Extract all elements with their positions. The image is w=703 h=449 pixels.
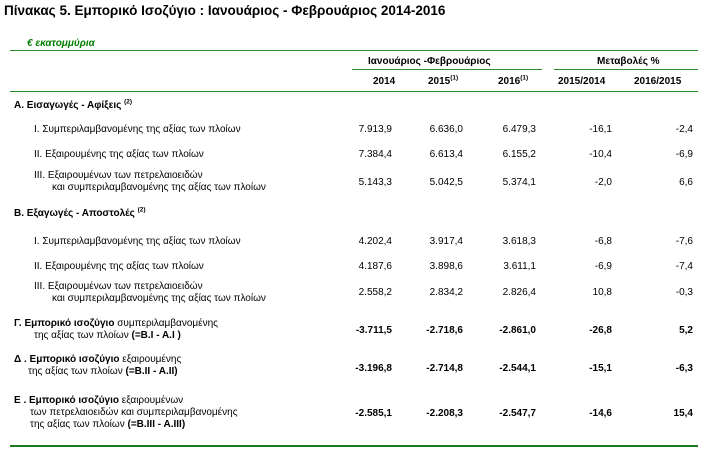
row-g-2016: -2.861,0 bbox=[499, 325, 536, 336]
row-e-change1: -14,6 bbox=[589, 408, 612, 419]
row-a1-2016: 6.479,3 bbox=[502, 124, 536, 135]
row-a3-2015: 5.042,5 bbox=[429, 177, 463, 188]
header-period-group: Ιανουάριος -Φεβρουάριος bbox=[368, 56, 491, 67]
row-b2-2014: 4.187,6 bbox=[358, 261, 392, 272]
row-a1-change2: -2,4 bbox=[675, 124, 693, 135]
header-col-2014: 2014 bbox=[373, 76, 396, 87]
row-b2-2015: 3.898,6 bbox=[429, 261, 463, 272]
row-d-2016: -2.544,1 bbox=[499, 363, 536, 374]
row-b1-2016: 3.618,3 bbox=[502, 236, 536, 247]
row-b3-2015: 2.834,2 bbox=[429, 287, 463, 298]
header-period-underline bbox=[352, 69, 542, 70]
row-a3-change2: 6,6 bbox=[679, 177, 693, 188]
row-b2-2016: 3.611,1 bbox=[503, 261, 536, 272]
row-b3-label: ΙΙΙ. Εξαιρουμένων των πετρελαιοειδών και… bbox=[34, 281, 266, 304]
row-g-change2: 5,2 bbox=[679, 325, 693, 336]
header-changes-underline bbox=[554, 69, 698, 70]
row-g-2015: -2.718,6 bbox=[426, 325, 463, 336]
row-a1-label: Ι. Συμπεριλαμβανομένης της αξίας των πλο… bbox=[34, 124, 241, 135]
header-col-2016: 2016(1) bbox=[498, 74, 529, 87]
row-e-label: Ε . Εμπορικό ισοζύγιο εξαιρουμένων των π… bbox=[14, 395, 238, 430]
row-d-change2: -6,3 bbox=[675, 363, 693, 374]
row-g-label: Γ. Εμπορικό ισοζύγιο συμπεριλαμβανομένης… bbox=[14, 318, 218, 341]
row-e-2016: -2.547,7 bbox=[499, 408, 536, 419]
unit-label: € εκατομμύρια bbox=[27, 38, 95, 49]
row-g-2014: -3.711,5 bbox=[355, 325, 392, 336]
row-d-change1: -15,1 bbox=[589, 363, 612, 374]
row-a2-2015: 6.613,4 bbox=[429, 149, 463, 160]
row-a3-change1: -2,0 bbox=[594, 177, 612, 188]
header-changes-group: Μεταβολές % bbox=[597, 56, 660, 67]
row-b1-change1: -6,8 bbox=[594, 236, 612, 247]
row-a2-2016: 6.155,2 bbox=[502, 149, 536, 160]
row-e-2014: -2.585,1 bbox=[355, 408, 392, 419]
row-a1-2014: 7.913,9 bbox=[358, 124, 392, 135]
row-b2-label: ΙΙ. Εξαιρουμένης της αξίας των πλοίων bbox=[34, 261, 204, 272]
row-d-label: Δ . Εμπορικό ισοζύγιο εξαιρουμένης της α… bbox=[14, 354, 182, 377]
row-a2-2014: 7.384,4 bbox=[358, 149, 392, 160]
row-a2-change1: -10,4 bbox=[589, 149, 612, 160]
row-b3-change2: -0,3 bbox=[675, 287, 693, 298]
row-a1-2015: 6.636,0 bbox=[429, 124, 463, 135]
row-e-change2: 15,4 bbox=[673, 408, 693, 419]
table-title: Πίνακας 5. Εμπορικό Ισοζύγιο : Ιανουάριο… bbox=[4, 3, 446, 18]
header-rule bbox=[10, 91, 698, 92]
row-a3-2014: 5.143,3 bbox=[358, 177, 392, 188]
section-a-label: Α. Εισαγωγές - Αφίξεις (2) bbox=[14, 98, 133, 111]
row-b2-change2: -7,4 bbox=[675, 261, 693, 272]
header-col-change-2016-2015: 2016/2015 bbox=[634, 76, 682, 87]
top-rule bbox=[10, 50, 698, 51]
row-a3-2016: 5.374,1 bbox=[502, 177, 536, 188]
row-b3-2016: 2.826,4 bbox=[502, 287, 536, 298]
row-a1-change1: -16,1 bbox=[589, 124, 612, 135]
section-b-label: Β. Εξαγωγές - Αποστολές (2) bbox=[14, 206, 146, 219]
row-a2-label: ΙΙ. Εξαιρουμένης της αξίας των πλοίων bbox=[34, 149, 204, 160]
bottom-rule bbox=[10, 445, 698, 447]
row-g-change1: -26,8 bbox=[589, 325, 612, 336]
row-a2-change2: -6,9 bbox=[675, 149, 693, 160]
row-b3-change1: 10,8 bbox=[592, 287, 612, 298]
row-d-2014: -3.196,8 bbox=[355, 363, 392, 374]
row-b1-change2: -7,6 bbox=[675, 236, 693, 247]
row-a3-label: ΙΙΙ. Εξαιρουμένων των πετρελαιοειδών και… bbox=[34, 170, 266, 193]
row-b2-change1: -6,9 bbox=[594, 261, 612, 272]
row-b1-2015: 3.917,4 bbox=[429, 236, 463, 247]
row-d-2015: -2.714,8 bbox=[426, 363, 463, 374]
row-b1-2014: 4.202,4 bbox=[358, 236, 392, 247]
header-col-2015: 2015(1) bbox=[428, 74, 459, 87]
row-e-2015: -2.208,3 bbox=[426, 408, 463, 419]
row-b1-label: Ι. Συμπεριλαμβανομένης της αξίας των πλο… bbox=[34, 236, 241, 247]
row-b3-2014: 2.558,2 bbox=[358, 287, 392, 298]
header-col-change-2015-2014: 2015/2014 bbox=[558, 76, 606, 87]
